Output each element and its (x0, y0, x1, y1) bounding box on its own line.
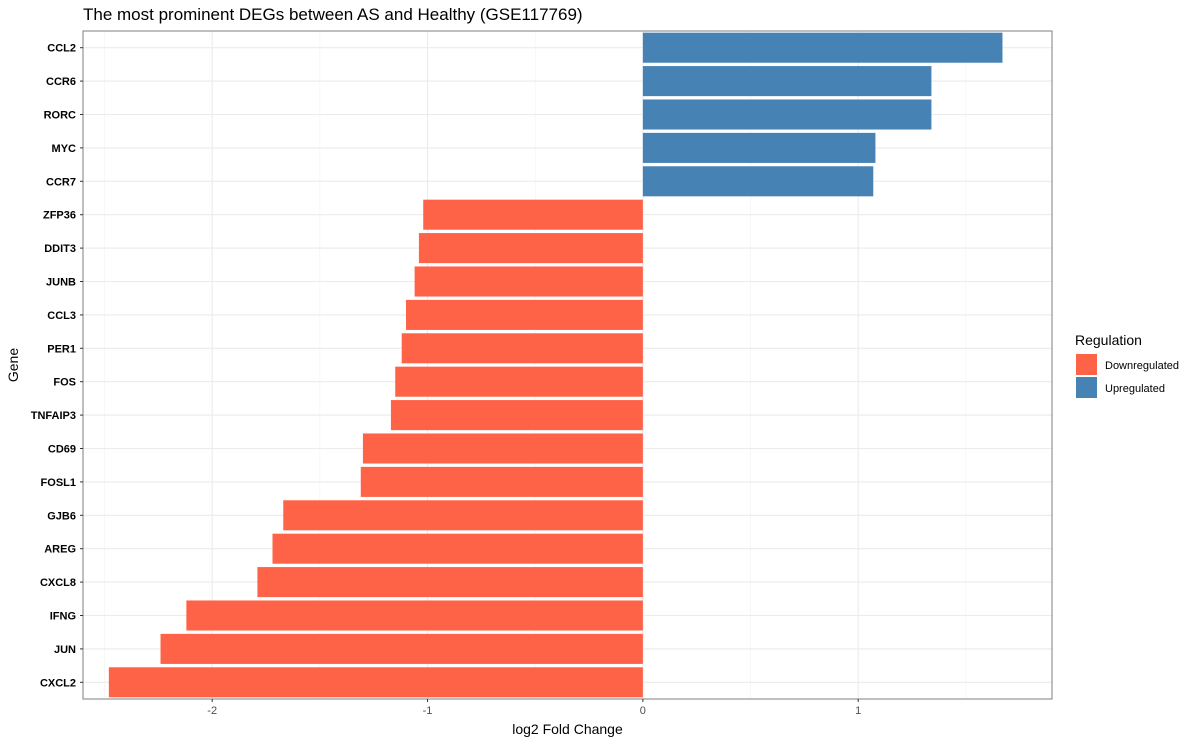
plot-panel-border (82, 30, 1053, 700)
bar-cd69 (362, 433, 643, 464)
gene-label: GJB6 (47, 510, 76, 522)
legend-label: Upregulated (1105, 383, 1165, 395)
bar-cxcl2 (108, 667, 643, 698)
bar-tnfaip3 (390, 400, 643, 431)
x-axis-title: log2 Fold Change (512, 721, 623, 737)
gene-label: DDIT3 (44, 243, 76, 255)
gene-label: TNFAIP3 (31, 410, 76, 422)
gene-label: PER1 (47, 343, 76, 355)
gene-labels: CCL2 CCR6 RORC MYC CCR7 ZFP36 DDIT3 JUNB CCL3 PER… (31, 43, 83, 689)
bar-cxcl8 (257, 567, 643, 598)
legend-title: Regulation (1075, 332, 1142, 348)
gene-label: CCR6 (46, 76, 76, 88)
gene-label: CCR7 (46, 176, 76, 188)
bar-ccr6 (642, 66, 932, 97)
bar-zfp36 (423, 199, 643, 230)
legend-label: Downregulated (1105, 360, 1179, 372)
gene-label: FOSL1 (41, 477, 76, 489)
bar-junb (414, 266, 643, 297)
y-axis-title: Gene (5, 348, 21, 382)
gene-label: CCL2 (47, 43, 76, 55)
x-tick-label: -1 (423, 705, 433, 717)
gene-label: RORC (44, 110, 76, 122)
bar-fosl1 (360, 466, 643, 497)
gene-label: JUNB (46, 277, 76, 289)
gene-label: JUN (54, 644, 76, 656)
gene-label: CD69 (48, 444, 76, 456)
gene-label: FOS (53, 377, 76, 389)
gene-label: ZFP36 (43, 210, 76, 222)
bar-ifng (186, 600, 643, 631)
legend: Regulation Downregulated Upregulated (1075, 332, 1179, 398)
bar-ccl3 (406, 299, 643, 330)
bar-ddit3 (418, 233, 643, 264)
gene-label: CXCL8 (40, 577, 76, 589)
chart-title: The most prominent DEGs between AS and H… (83, 5, 583, 24)
gene-label: AREG (44, 544, 76, 556)
gene-label: MYC (52, 143, 77, 155)
bar-ccl2 (642, 32, 1003, 63)
bar-ccr7 (642, 166, 874, 197)
bar-areg (272, 533, 643, 564)
gene-label: IFNG (50, 611, 76, 623)
plot-panel-background (83, 31, 1052, 699)
bar-gjb6 (283, 500, 643, 531)
bar-per1 (401, 333, 643, 364)
x-tick-label: 1 (855, 705, 861, 717)
x-tick-label: -2 (207, 705, 217, 717)
x-tick-label: 0 (640, 705, 646, 717)
bar-myc (642, 132, 876, 163)
bar-rorc (642, 99, 932, 130)
gene-label: CXCL2 (40, 677, 76, 689)
legend-key-downregulated (1076, 354, 1097, 375)
bar-jun (160, 633, 643, 664)
x-axis-ticks: -2 -1 0 1 (207, 699, 861, 717)
legend-key-upregulated (1076, 377, 1097, 398)
bars (108, 32, 1003, 698)
bar-fos (395, 366, 643, 397)
gene-label: CCL3 (47, 310, 76, 322)
